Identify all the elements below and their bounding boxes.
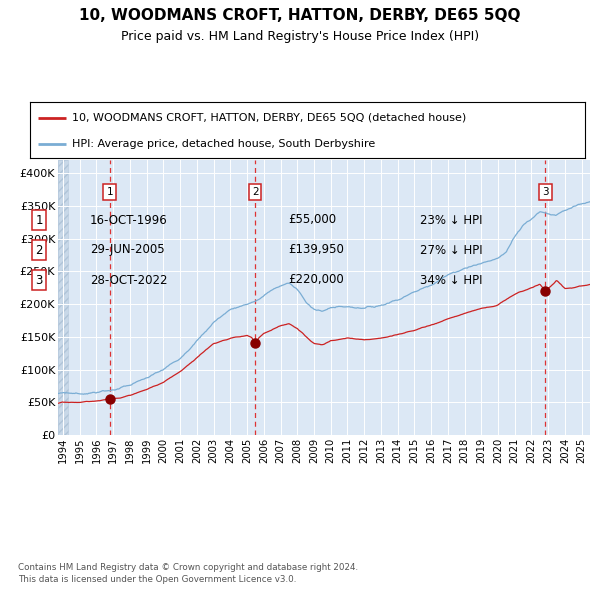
Text: 23% ↓ HPI: 23% ↓ HPI xyxy=(420,214,482,227)
Text: Price paid vs. HM Land Registry's House Price Index (HPI): Price paid vs. HM Land Registry's House … xyxy=(121,30,479,43)
Text: 3: 3 xyxy=(35,274,43,287)
Text: 16-OCT-1996: 16-OCT-1996 xyxy=(90,214,168,227)
Text: 1: 1 xyxy=(106,186,113,196)
Text: 10, WOODMANS CROFT, HATTON, DERBY, DE65 5QQ: 10, WOODMANS CROFT, HATTON, DERBY, DE65 … xyxy=(79,8,521,23)
Text: 27% ↓ HPI: 27% ↓ HPI xyxy=(420,244,482,257)
Text: 1: 1 xyxy=(35,214,43,227)
Bar xyxy=(58,160,68,435)
Text: 10, WOODMANS CROFT, HATTON, DERBY, DE65 5QQ (detached house): 10, WOODMANS CROFT, HATTON, DERBY, DE65 … xyxy=(71,113,466,123)
Bar xyxy=(58,160,68,435)
Text: £220,000: £220,000 xyxy=(288,274,344,287)
Text: HPI: Average price, detached house, South Derbyshire: HPI: Average price, detached house, Sout… xyxy=(71,139,375,149)
Text: 34% ↓ HPI: 34% ↓ HPI xyxy=(420,274,482,287)
Text: 2: 2 xyxy=(252,186,259,196)
Text: £55,000: £55,000 xyxy=(288,214,336,227)
Text: 3: 3 xyxy=(542,186,548,196)
Text: £139,950: £139,950 xyxy=(288,244,344,257)
Text: This data is licensed under the Open Government Licence v3.0.: This data is licensed under the Open Gov… xyxy=(18,575,296,584)
Text: 28-OCT-2022: 28-OCT-2022 xyxy=(90,274,167,287)
Text: Contains HM Land Registry data © Crown copyright and database right 2024.: Contains HM Land Registry data © Crown c… xyxy=(18,563,358,572)
Text: 29-JUN-2005: 29-JUN-2005 xyxy=(90,244,164,257)
Text: 2: 2 xyxy=(35,244,43,257)
